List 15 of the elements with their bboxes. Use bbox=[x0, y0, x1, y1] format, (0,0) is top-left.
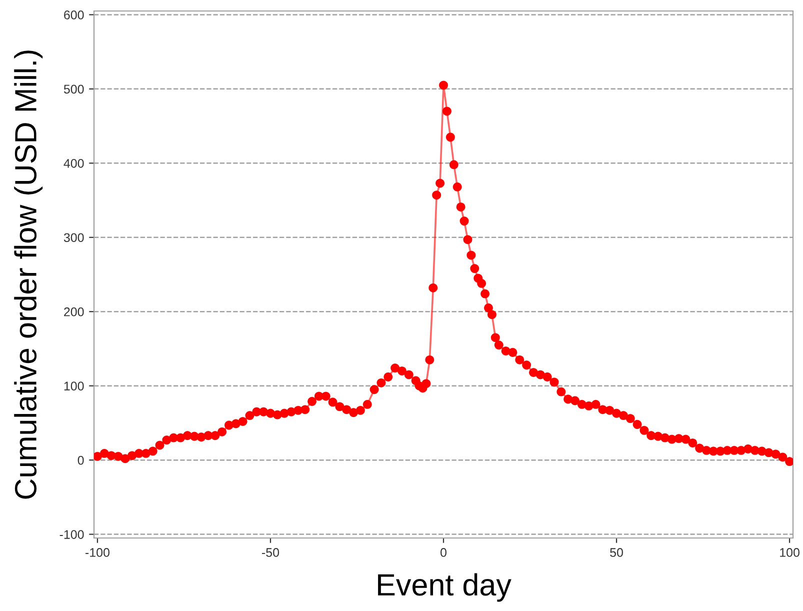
y-tick-label: 400 bbox=[64, 158, 84, 168]
y-tick-label: 500 bbox=[64, 84, 84, 94]
y-tick-label: 200 bbox=[64, 307, 84, 316]
y-tick-label: 100 bbox=[64, 382, 84, 390]
y-tick-label: 0 bbox=[78, 456, 84, 465]
x-tick-label: 0 bbox=[440, 548, 446, 557]
x-tick-label: 50 bbox=[610, 548, 623, 557]
x-axis-title: Event day bbox=[378, 573, 512, 602]
y-tick-label: -100 bbox=[60, 530, 84, 539]
y-tick-label: 300 bbox=[64, 233, 84, 242]
y-axis-title: Cumulative order flow (USD Mill.) bbox=[14, 50, 43, 499]
x-tick-label: -100 bbox=[86, 548, 110, 557]
x-tick-label: 100 bbox=[780, 548, 800, 557]
x-tick-label: -50 bbox=[262, 548, 280, 557]
y-tick-label: 600 bbox=[64, 10, 84, 20]
